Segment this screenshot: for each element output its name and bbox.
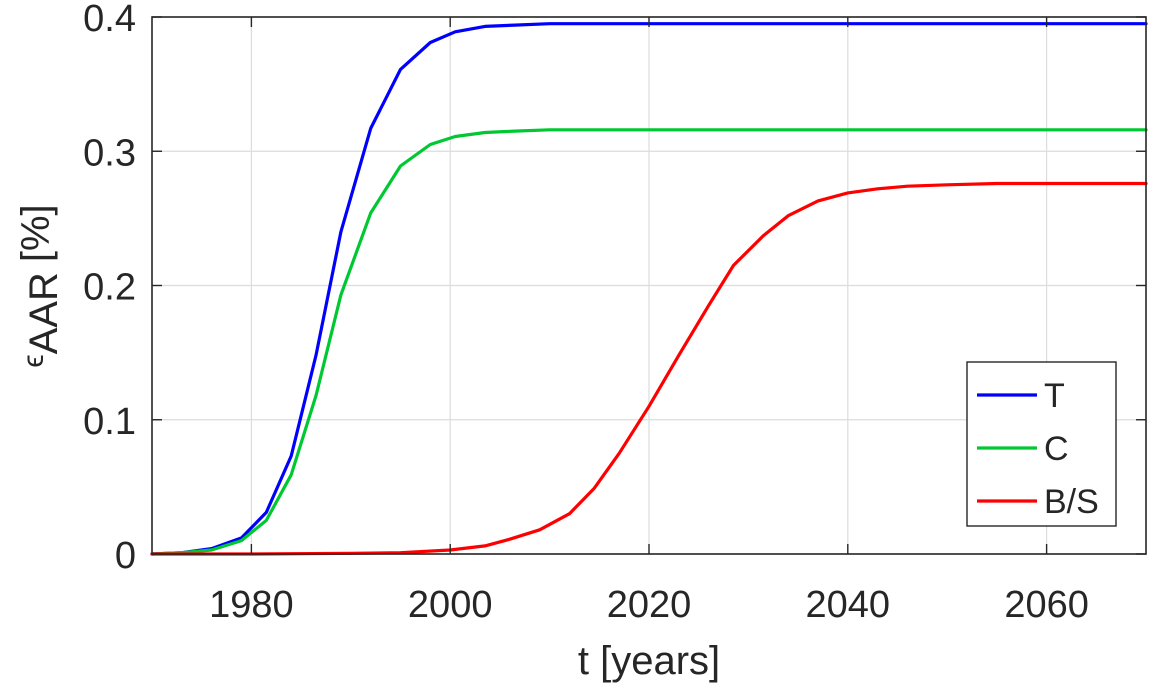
legend-box	[966, 361, 1117, 527]
x-axis-label: t [years]	[578, 639, 720, 683]
x-tick-label: 1980	[209, 584, 294, 626]
axis-ticks	[152, 16, 1146, 555]
series-line-c	[150, 128, 1148, 556]
y-tick-label: 0.2	[83, 267, 136, 309]
series-line-b-s	[150, 181, 1148, 556]
series-lines	[150, 22, 1148, 556]
y-axis-label: ϵAAR [%]	[14, 204, 66, 367]
y-tick-label: 0.1	[83, 401, 136, 443]
legend: TC B/S	[966, 361, 1117, 527]
x-tick-label: 2040	[806, 584, 891, 626]
y-tick-label: 0.3	[83, 132, 136, 174]
y-axis-label-subscript: AAR	[22, 272, 66, 354]
x-tick-labels: 1980 2000 2020 2040 2060	[209, 584, 1089, 626]
y-tick-labels: 0 0.1 0.2 0.3 0.4	[83, 0, 136, 577]
series-line-t	[150, 22, 1148, 556]
legend-entry-label: B/S	[1044, 483, 1099, 521]
y-axis-label-symbol: ϵ	[17, 354, 50, 367]
x-tick-label: 2020	[607, 584, 692, 626]
y-tick-label: 0.4	[83, 0, 136, 40]
y-tick-label: 0	[115, 535, 136, 577]
x-tick-label: 2060	[1004, 584, 1089, 626]
legend-entry-label: T	[1044, 377, 1065, 415]
x-tick-label: 2000	[408, 584, 493, 626]
y-axis-label-unit: [%]	[14, 204, 58, 262]
legend-entry-label: C	[1044, 430, 1069, 468]
